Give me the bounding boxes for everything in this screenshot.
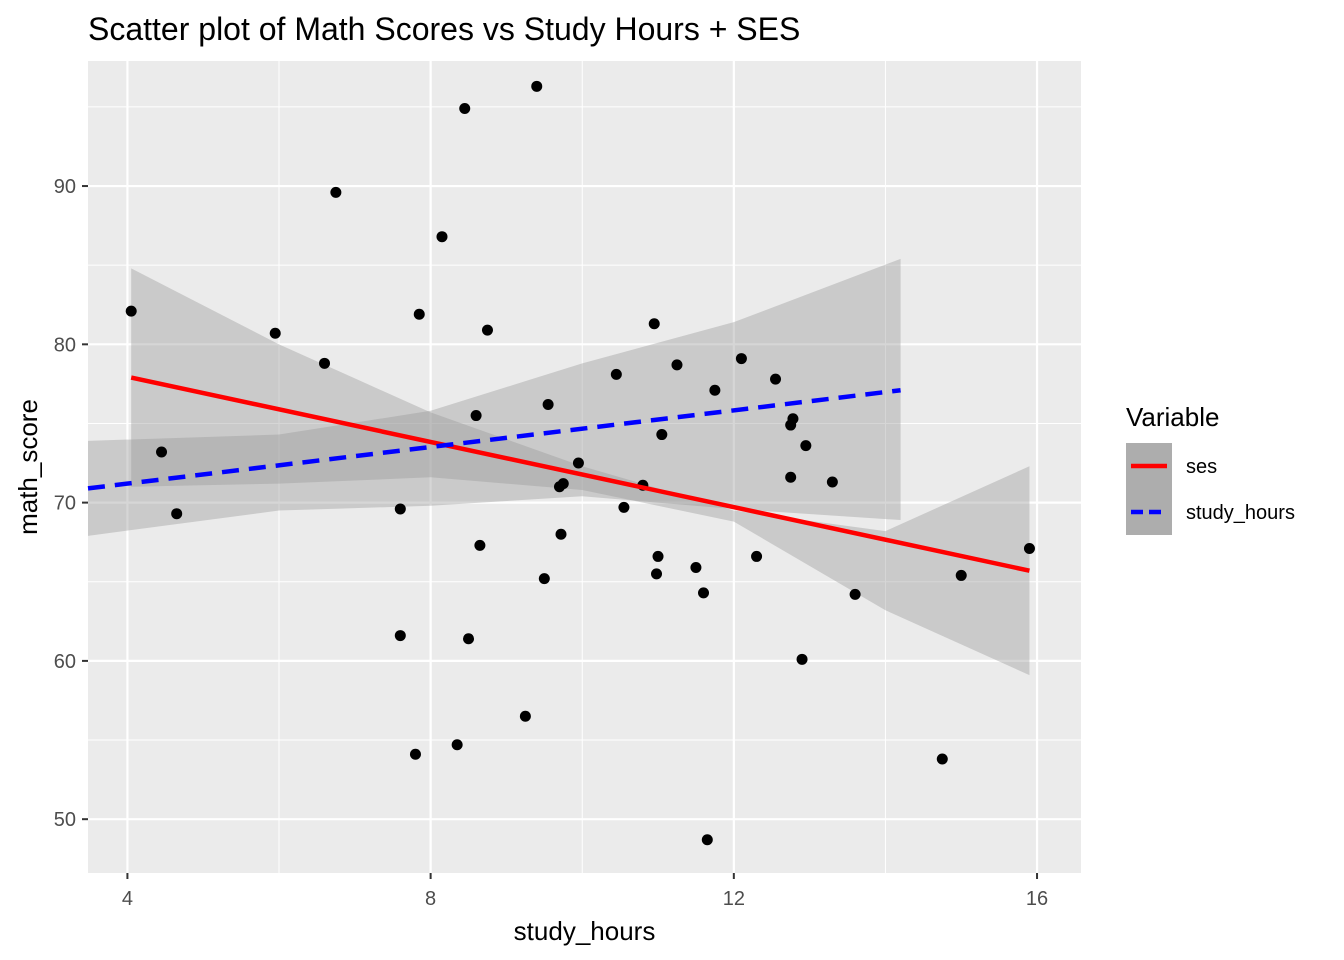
data-point xyxy=(394,630,406,642)
data-point xyxy=(156,446,168,458)
y-tick-label: 80 xyxy=(54,334,76,356)
data-point xyxy=(538,573,550,585)
data-point xyxy=(936,753,948,765)
x-axis-title: study_hours xyxy=(514,916,656,946)
data-point xyxy=(1023,543,1035,555)
legend-label-ses: ses xyxy=(1186,456,1217,478)
fit-line-study_hours xyxy=(87,387,901,491)
data-point xyxy=(849,588,861,600)
data-point xyxy=(671,359,683,371)
fit-lines xyxy=(87,375,1030,573)
legend-title: Variable xyxy=(1126,402,1219,432)
data-point xyxy=(409,748,421,760)
data-point xyxy=(787,413,799,425)
data-point xyxy=(651,568,663,580)
x-tick-label: 16 xyxy=(1026,888,1048,910)
data-point xyxy=(648,318,660,330)
data-point xyxy=(413,308,425,320)
data-point xyxy=(459,102,471,114)
y-tick-label: 60 xyxy=(54,651,76,673)
data-point xyxy=(690,562,702,574)
data-point xyxy=(555,528,567,540)
data-point xyxy=(394,503,406,515)
data-point xyxy=(955,569,967,581)
x-tick-label: 12 xyxy=(723,888,745,910)
x-tick-label: 4 xyxy=(122,888,133,910)
y-axis-title: math_score xyxy=(13,399,43,535)
data-point xyxy=(269,327,281,339)
data-point xyxy=(618,501,630,513)
y-tick-label: 50 xyxy=(54,809,76,831)
data-point xyxy=(481,324,493,336)
data-point xyxy=(652,550,664,562)
data-point xyxy=(531,80,543,92)
data-point xyxy=(171,508,183,520)
legend: Variable ses study_hours xyxy=(1126,402,1295,535)
data-point xyxy=(557,478,569,490)
data-point xyxy=(800,440,812,452)
legend-label-study_hours: study_hours xyxy=(1186,502,1295,524)
data-point xyxy=(542,398,554,410)
x-axis: 4 8 12 16 xyxy=(122,873,1048,910)
confidence-bands xyxy=(88,258,1030,676)
data-point xyxy=(463,633,475,645)
confidence-band-ses xyxy=(131,268,1030,676)
data-point xyxy=(470,410,482,422)
data-point xyxy=(572,457,584,469)
data-points xyxy=(125,80,1035,846)
y-axis: 50 60 70 80 90 xyxy=(54,176,88,831)
data-point xyxy=(519,710,531,722)
y-tick-label: 90 xyxy=(54,176,76,198)
data-point xyxy=(656,429,668,441)
data-point xyxy=(451,739,463,751)
data-point xyxy=(785,471,797,483)
data-point xyxy=(610,368,622,380)
data-point xyxy=(751,550,763,562)
data-point xyxy=(330,186,342,198)
data-point xyxy=(698,587,710,599)
data-point xyxy=(735,353,747,365)
data-point xyxy=(709,384,721,396)
chart-title: Scatter plot of Math Scores vs Study Hou… xyxy=(88,11,800,47)
fit-line-ses xyxy=(130,375,1030,573)
data-point xyxy=(436,231,448,243)
data-point xyxy=(796,653,808,665)
data-point xyxy=(826,476,838,488)
data-point xyxy=(125,305,137,317)
data-point xyxy=(319,357,331,369)
data-point xyxy=(770,373,782,385)
major-gridlines xyxy=(88,61,1081,873)
confidence-band-study_hours xyxy=(88,258,901,536)
x-tick-label: 8 xyxy=(425,888,436,910)
data-point xyxy=(474,539,486,551)
y-tick-label: 70 xyxy=(54,493,76,515)
data-point xyxy=(701,834,713,846)
